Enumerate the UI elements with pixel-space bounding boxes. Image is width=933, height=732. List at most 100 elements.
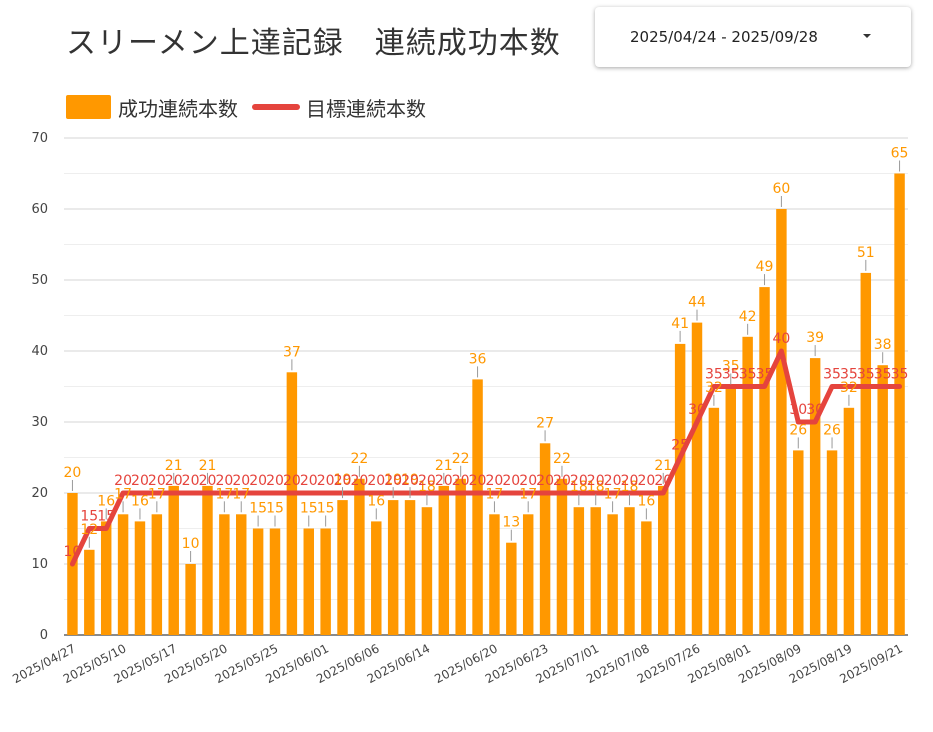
line-data-label: 30 (688, 402, 706, 418)
bar-data-label: 26 (823, 422, 841, 438)
bar (252, 528, 264, 635)
bar (725, 386, 736, 635)
bar-data-label: 27 (536, 415, 554, 431)
line-data-label: 20 (418, 473, 436, 489)
bar-data-label: 41 (671, 316, 689, 332)
line-data-label: 35 (823, 367, 841, 383)
line-data-label: 20 (317, 473, 335, 489)
bar-data-label: 16 (131, 493, 149, 509)
line-data-label: 20 (553, 473, 571, 489)
bar (337, 500, 348, 635)
bar-data-label: 15 (266, 501, 284, 517)
bar (624, 507, 635, 635)
bar (658, 485, 669, 635)
caret-down-icon[interactable] (863, 34, 871, 38)
bar-data-label: 19 (401, 472, 419, 488)
line-data-label: 10 (64, 544, 82, 560)
legend-item-line-series[interactable]: 目標連続本数 (252, 93, 426, 122)
bar-data-label: 17 (519, 486, 537, 502)
bar (590, 507, 601, 635)
y-tick-label: 40 (31, 344, 48, 359)
bar (708, 407, 720, 635)
legend-swatch-bar (66, 95, 111, 119)
line-data-label: 20 (148, 473, 166, 489)
line-data-label: 20 (587, 473, 605, 489)
legend-swatch-line (252, 104, 300, 110)
bar-data-label: 49 (756, 259, 774, 275)
bar-data-label: 19 (334, 472, 352, 488)
bar (742, 336, 753, 635)
line-data-label: 30 (806, 402, 824, 418)
bar (219, 514, 230, 635)
bar (776, 209, 787, 635)
date-range-selector[interactable]: 2025/04/24 - 2025/09/28 (595, 7, 911, 67)
line-data-label: 20 (621, 473, 639, 489)
bar (236, 514, 247, 635)
bar (421, 507, 433, 635)
legend-item-bar-series[interactable]: 成功連続本数 (66, 93, 238, 122)
bar-data-label: 44 (688, 295, 706, 311)
bar-data-label: 17 (114, 486, 132, 502)
bar-data-label: 15 (317, 501, 335, 517)
bar (286, 372, 298, 635)
bar-data-label: 17 (148, 486, 166, 502)
bar-data-label: 32 (840, 380, 858, 396)
bar-data-label: 10 (182, 536, 200, 552)
line-data-label: 20 (249, 473, 267, 489)
bar-data-label: 21 (435, 458, 453, 474)
bar (759, 287, 770, 635)
line-data-label: 20 (232, 473, 250, 489)
bar-data-label: 17 (486, 486, 504, 502)
bar (371, 521, 382, 635)
bar (674, 343, 686, 635)
y-tick-label: 50 (31, 273, 48, 288)
bar (387, 500, 399, 635)
line-data-label: 25 (671, 438, 689, 454)
bar (354, 478, 365, 635)
line-data-label: 20 (401, 473, 419, 489)
bar-data-label: 21 (199, 458, 217, 474)
line-data-label: 20 (452, 473, 470, 489)
line-data-label: 20 (300, 473, 318, 489)
bar-data-label: 37 (283, 344, 301, 360)
bar (269, 528, 281, 635)
bar (877, 365, 888, 635)
bar (641, 521, 652, 635)
line-data-label: 20 (199, 473, 217, 489)
bar-data-label: 19 (384, 472, 402, 488)
legend-label-bar-series: 成功連続本数 (118, 96, 238, 121)
y-tick-label: 0 (40, 628, 48, 643)
bar-data-label: 18 (587, 479, 605, 495)
bar-data-label: 51 (857, 245, 875, 261)
y-tick-label: 20 (31, 486, 48, 501)
bar (185, 564, 196, 635)
bar-data-label: 65 (891, 146, 909, 162)
bar (303, 528, 314, 635)
bar-data-label: 36 (469, 351, 487, 367)
bar (860, 272, 872, 635)
line-data-label: 30 (789, 402, 807, 418)
line-data-label: 20 (536, 473, 554, 489)
bar-data-label: 20 (64, 465, 82, 481)
bar-data-label: 18 (570, 479, 588, 495)
line-data-label: 35 (857, 367, 875, 383)
bar-data-label: 13 (502, 515, 520, 531)
bar-data-label: 39 (806, 330, 824, 346)
line-data-label: 20 (604, 473, 622, 489)
line-data-label: 20 (519, 473, 537, 489)
bar-data-label: 12 (80, 522, 98, 538)
line-data-label: 20 (469, 473, 487, 489)
line-data-label: 20 (384, 473, 402, 489)
date-range-value: 2025/04/24 - 2025/09/28 (630, 28, 818, 46)
bar-data-label: 42 (739, 309, 757, 325)
line-data-label: 35 (891, 367, 909, 383)
line-data-label: 35 (705, 367, 723, 383)
line-data-label: 20 (350, 473, 368, 489)
bar-data-label: 26 (789, 422, 807, 438)
chart-legend: 成功連続本数 目標連続本数 (66, 92, 440, 122)
bar-data-label: 22 (452, 451, 470, 467)
bar-data-label: 35 (722, 359, 740, 375)
target-line (69, 348, 903, 567)
line-data-label: 20 (486, 473, 504, 489)
